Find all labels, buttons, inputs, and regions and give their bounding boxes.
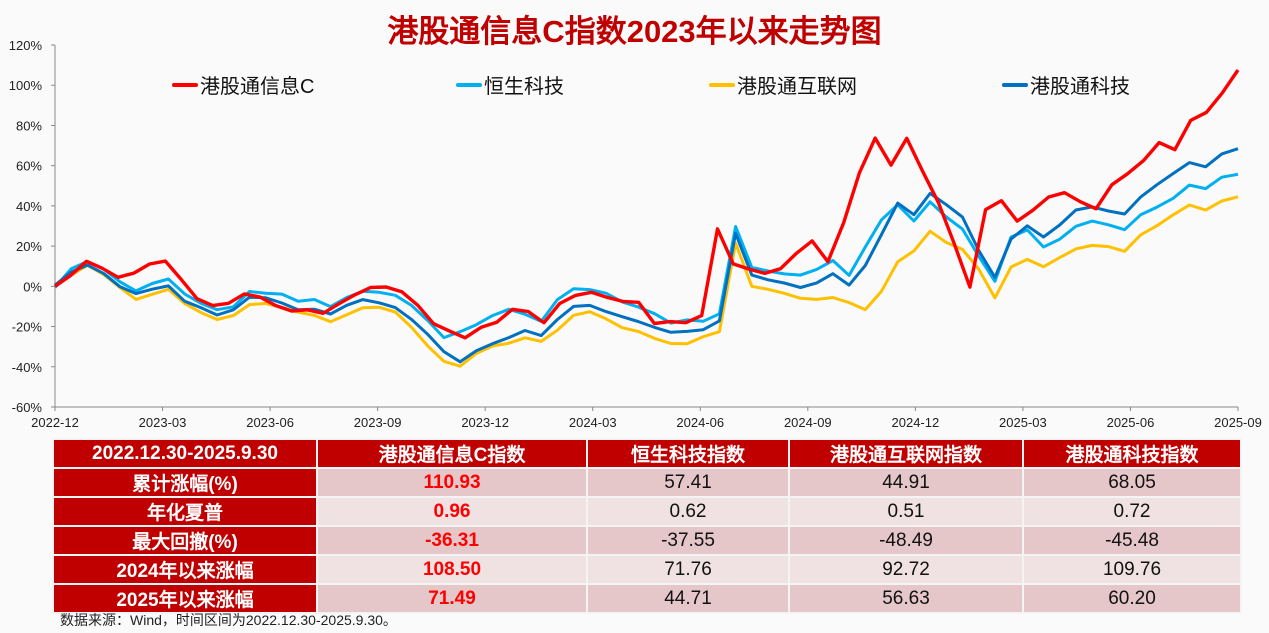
table-header-col: 港股通科技指数 xyxy=(1022,438,1242,469)
table-cell: 71.76 xyxy=(586,554,790,585)
legend-swatch-yellow xyxy=(709,82,735,87)
x-tick-label: 2025-06 xyxy=(1107,415,1155,430)
y-tick-label: 0% xyxy=(23,279,42,294)
table-cell: 0.51 xyxy=(788,496,1024,527)
row-label: 年化夏普 xyxy=(52,496,318,527)
x-tick-label: 2023-12 xyxy=(461,415,509,430)
x-tick-label: 2024-12 xyxy=(892,415,940,430)
legend-swatch-lightblue xyxy=(456,82,482,87)
chart-axes: 120% 100% 80% 60% 40% 20% 0% -20% -40% -60%2022-1… xyxy=(9,38,1262,430)
row-label: 2024年以来涨幅 xyxy=(52,554,318,585)
chart-lines xyxy=(53,69,1240,368)
y-tick-label: 80% xyxy=(16,118,42,133)
table-cell: 109.76 xyxy=(1022,554,1242,585)
row-label: 最大回撤(%) xyxy=(52,525,318,556)
series-line xyxy=(54,195,1239,368)
table-row: 2024年以来涨幅 108.50 71.76 92.72 109.76 xyxy=(52,554,1242,585)
x-tick-label: 2024-03 xyxy=(569,415,617,430)
legend-item-hkc-internet: 港股通互联网 xyxy=(709,70,857,99)
table-cell: 71.49 xyxy=(316,583,588,614)
table-cell: 60.20 xyxy=(1022,583,1242,614)
y-tick-label: 20% xyxy=(16,239,42,254)
table-row: 2025年以来涨幅 71.49 44.71 56.63 60.20 xyxy=(52,583,1242,614)
series-line xyxy=(54,69,1240,340)
x-tick-label: 2022-12 xyxy=(31,415,79,430)
table-cell: 68.05 xyxy=(1022,467,1242,498)
chart-title: 港股通信息C指数2023年以来走势图 xyxy=(387,14,882,49)
legend-label: 恒生科技 xyxy=(484,76,564,98)
legend-swatch-blue xyxy=(1002,82,1028,87)
table-header-col: 港股通信息C指数 xyxy=(316,438,588,469)
x-tick-label: 2025-03 xyxy=(999,415,1047,430)
legend-label: 港股通信息C xyxy=(200,76,315,98)
line-chart: 120% 100% 80% 60% 40% 20% 0% -20% -40% -60%2022-1… xyxy=(9,38,1262,430)
y-tick-label: -60% xyxy=(12,400,43,415)
data-source-footnote: 数据来源：Wind，时间区间为2022.12.30-2025.9.30。 xyxy=(60,612,397,628)
x-tick-label: 2023-03 xyxy=(139,415,187,430)
table-header-period: 2022.12.30-2025.9.30 xyxy=(52,438,318,469)
legend-label: 港股通科技 xyxy=(1030,76,1130,98)
table-cell: 110.93 xyxy=(316,467,588,498)
legend-item-hang-seng-tech: 恒生科技 xyxy=(456,70,564,99)
x-tick-label: 2024-06 xyxy=(676,415,724,430)
table-cell: 0.96 xyxy=(316,496,588,527)
row-label: 累计涨幅(%) xyxy=(52,467,318,498)
x-tick-label: 2025-09 xyxy=(1214,415,1262,430)
y-tick-label: -20% xyxy=(12,320,43,335)
y-tick-label: 100% xyxy=(9,78,43,93)
table-header-row: 2022.12.30-2025.9.30 港股通信息C指数 恒生科技指数 港股通… xyxy=(52,438,1242,469)
performance-table: 2022.12.30-2025.9.30 港股通信息C指数 恒生科技指数 港股通… xyxy=(52,438,1242,614)
table-header-col: 恒生科技指数 xyxy=(586,438,790,469)
table-cell: 92.72 xyxy=(788,554,1024,585)
y-tick-label: 60% xyxy=(16,159,42,174)
legend-item-hkc-tech: 港股通科技 xyxy=(1002,70,1130,99)
table-cell: 44.91 xyxy=(788,467,1024,498)
table-cell: 44.71 xyxy=(586,583,790,614)
x-tick-label: 2024-09 xyxy=(784,415,832,430)
table-header-col: 港股通互联网指数 xyxy=(788,438,1024,469)
table-row: 最大回撤(%) -36.31 -37.55 -48.49 -45.48 xyxy=(52,525,1242,556)
legend-label: 港股通互联网 xyxy=(737,76,857,98)
x-tick-label: 2023-06 xyxy=(246,415,294,430)
table-cell: 57.41 xyxy=(586,467,790,498)
table-cell: 108.50 xyxy=(316,554,588,585)
table-cell: -37.55 xyxy=(586,525,790,556)
y-tick-label: -40% xyxy=(12,360,43,375)
table-cell: 56.63 xyxy=(788,583,1024,614)
chart-legend: 港股通信息C 恒生科技 港股通互联网 港股通科技 xyxy=(0,70,1269,98)
x-tick-label: 2023-09 xyxy=(354,415,402,430)
y-tick-label: 120% xyxy=(9,38,43,53)
legend-item-hkc-info-c: 港股通信息C xyxy=(172,70,314,99)
table-cell: 0.62 xyxy=(586,496,790,527)
y-tick-label: 40% xyxy=(16,199,42,214)
legend-swatch-red xyxy=(172,82,198,87)
table-row: 年化夏普 0.96 0.62 0.51 0.72 xyxy=(52,496,1242,527)
series-line xyxy=(54,147,1239,364)
table-row: 累计涨幅(%) 110.93 57.41 44.91 68.05 xyxy=(52,467,1242,498)
table-cell: 0.72 xyxy=(1022,496,1242,527)
row-label: 2025年以来涨幅 xyxy=(52,583,318,614)
table-cell: -45.48 xyxy=(1022,525,1242,556)
table-cell: -36.31 xyxy=(316,525,588,556)
table-cell: -48.49 xyxy=(788,525,1024,556)
